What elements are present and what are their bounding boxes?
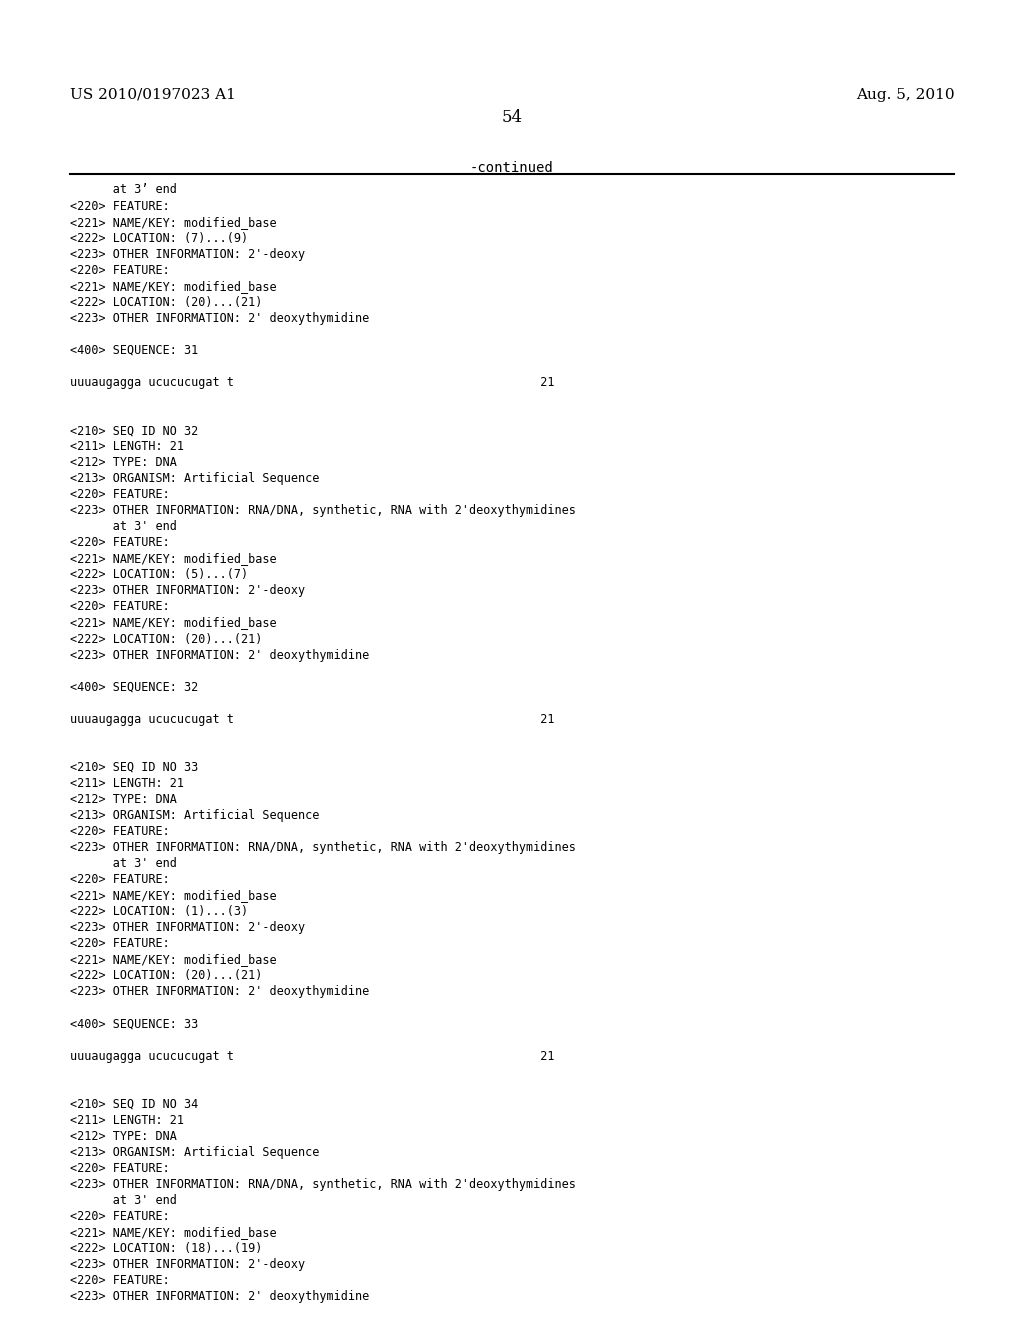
Text: <221> NAME/KEY: modified_base: <221> NAME/KEY: modified_base <box>70 953 276 966</box>
Text: at 3' end: at 3' end <box>70 857 176 870</box>
Text: <220> FEATURE:: <220> FEATURE: <box>70 1210 169 1222</box>
Text: <220> FEATURE:: <220> FEATURE: <box>70 601 169 614</box>
Text: <400> SEQUENCE: 31: <400> SEQUENCE: 31 <box>70 343 198 356</box>
Text: <221> NAME/KEY: modified_base: <221> NAME/KEY: modified_base <box>70 215 276 228</box>
Text: <210> SEQ ID NO 33: <210> SEQ ID NO 33 <box>70 760 198 774</box>
Text: <221> NAME/KEY: modified_base: <221> NAME/KEY: modified_base <box>70 280 276 293</box>
Text: <223> OTHER INFORMATION: 2' deoxythymidine: <223> OTHER INFORMATION: 2' deoxythymidi… <box>70 312 369 325</box>
Text: <220> FEATURE:: <220> FEATURE: <box>70 937 169 950</box>
Text: <223> OTHER INFORMATION: 2'-deoxy: <223> OTHER INFORMATION: 2'-deoxy <box>70 585 305 598</box>
Text: <222> LOCATION: (18)...(19): <222> LOCATION: (18)...(19) <box>70 1242 262 1255</box>
Text: US 2010/0197023 A1: US 2010/0197023 A1 <box>70 87 236 102</box>
Text: <221> NAME/KEY: modified_base: <221> NAME/KEY: modified_base <box>70 890 276 902</box>
Text: -continued: -continued <box>470 161 554 176</box>
Text: <223> OTHER INFORMATION: 2'-deoxy: <223> OTHER INFORMATION: 2'-deoxy <box>70 921 305 935</box>
Text: <222> LOCATION: (5)...(7): <222> LOCATION: (5)...(7) <box>70 569 248 581</box>
Text: 54: 54 <box>502 110 522 125</box>
Text: <223> OTHER INFORMATION: RNA/DNA, synthetic, RNA with 2'deoxythymidines: <223> OTHER INFORMATION: RNA/DNA, synthe… <box>70 504 575 517</box>
Text: Aug. 5, 2010: Aug. 5, 2010 <box>856 87 954 102</box>
Text: at 3' end: at 3' end <box>70 1193 176 1206</box>
Text: <400> SEQUENCE: 32: <400> SEQUENCE: 32 <box>70 681 198 693</box>
Text: uuuaugagga ucucucugat t                                           21: uuuaugagga ucucucugat t 21 <box>70 1049 554 1063</box>
Text: <223> OTHER INFORMATION: 2' deoxythymidine: <223> OTHER INFORMATION: 2' deoxythymidi… <box>70 648 369 661</box>
Text: <223> OTHER INFORMATION: 2' deoxythymidine: <223> OTHER INFORMATION: 2' deoxythymidi… <box>70 985 369 998</box>
Text: uuuaugagga ucucucugat t                                           21: uuuaugagga ucucucugat t 21 <box>70 376 554 389</box>
Text: <221> NAME/KEY: modified_base: <221> NAME/KEY: modified_base <box>70 552 276 565</box>
Text: <220> FEATURE:: <220> FEATURE: <box>70 536 169 549</box>
Text: <222> LOCATION: (20)...(21): <222> LOCATION: (20)...(21) <box>70 632 262 645</box>
Text: <220> FEATURE:: <220> FEATURE: <box>70 873 169 886</box>
Text: <220> FEATURE:: <220> FEATURE: <box>70 488 169 502</box>
Text: <220> FEATURE:: <220> FEATURE: <box>70 264 169 277</box>
Text: <212> TYPE: DNA: <212> TYPE: DNA <box>70 1130 176 1143</box>
Text: <213> ORGANISM: Artificial Sequence: <213> ORGANISM: Artificial Sequence <box>70 1146 319 1159</box>
Text: <221> NAME/KEY: modified_base: <221> NAME/KEY: modified_base <box>70 1226 276 1239</box>
Text: <222> LOCATION: (20)...(21): <222> LOCATION: (20)...(21) <box>70 296 262 309</box>
Text: <222> LOCATION: (1)...(3): <222> LOCATION: (1)...(3) <box>70 906 248 919</box>
Text: <223> OTHER INFORMATION: 2'-deoxy: <223> OTHER INFORMATION: 2'-deoxy <box>70 248 305 260</box>
Text: <211> LENGTH: 21: <211> LENGTH: 21 <box>70 440 183 453</box>
Text: <210> SEQ ID NO 32: <210> SEQ ID NO 32 <box>70 424 198 437</box>
Text: <223> OTHER INFORMATION: 2'-deoxy: <223> OTHER INFORMATION: 2'-deoxy <box>70 1258 305 1271</box>
Text: at 3' end: at 3' end <box>70 520 176 533</box>
Text: <220> FEATURE:: <220> FEATURE: <box>70 1274 169 1287</box>
Text: <222> LOCATION: (7)...(9): <222> LOCATION: (7)...(9) <box>70 231 248 244</box>
Text: <210> SEQ ID NO 34: <210> SEQ ID NO 34 <box>70 1098 198 1110</box>
Text: <221> NAME/KEY: modified_base: <221> NAME/KEY: modified_base <box>70 616 276 630</box>
Text: <211> LENGTH: 21: <211> LENGTH: 21 <box>70 1114 183 1127</box>
Text: at 3’ end: at 3’ end <box>70 183 176 197</box>
Text: <400> SEQUENCE: 33: <400> SEQUENCE: 33 <box>70 1018 198 1031</box>
Text: <223> OTHER INFORMATION: RNA/DNA, synthetic, RNA with 2'deoxythymidines: <223> OTHER INFORMATION: RNA/DNA, synthe… <box>70 1177 575 1191</box>
Text: <223> OTHER INFORMATION: 2' deoxythymidine: <223> OTHER INFORMATION: 2' deoxythymidi… <box>70 1290 369 1303</box>
Text: <212> TYPE: DNA: <212> TYPE: DNA <box>70 793 176 807</box>
Text: <222> LOCATION: (20)...(21): <222> LOCATION: (20)...(21) <box>70 969 262 982</box>
Text: <220> FEATURE:: <220> FEATURE: <box>70 199 169 213</box>
Text: <220> FEATURE:: <220> FEATURE: <box>70 1162 169 1175</box>
Text: <212> TYPE: DNA: <212> TYPE: DNA <box>70 457 176 469</box>
Text: <213> ORGANISM: Artificial Sequence: <213> ORGANISM: Artificial Sequence <box>70 473 319 486</box>
Text: uuuaugagga ucucucugat t                                           21: uuuaugagga ucucucugat t 21 <box>70 713 554 726</box>
Text: <213> ORGANISM: Artificial Sequence: <213> ORGANISM: Artificial Sequence <box>70 809 319 822</box>
Text: <223> OTHER INFORMATION: RNA/DNA, synthetic, RNA with 2'deoxythymidines: <223> OTHER INFORMATION: RNA/DNA, synthe… <box>70 841 575 854</box>
Text: <211> LENGTH: 21: <211> LENGTH: 21 <box>70 777 183 789</box>
Text: <220> FEATURE:: <220> FEATURE: <box>70 825 169 838</box>
